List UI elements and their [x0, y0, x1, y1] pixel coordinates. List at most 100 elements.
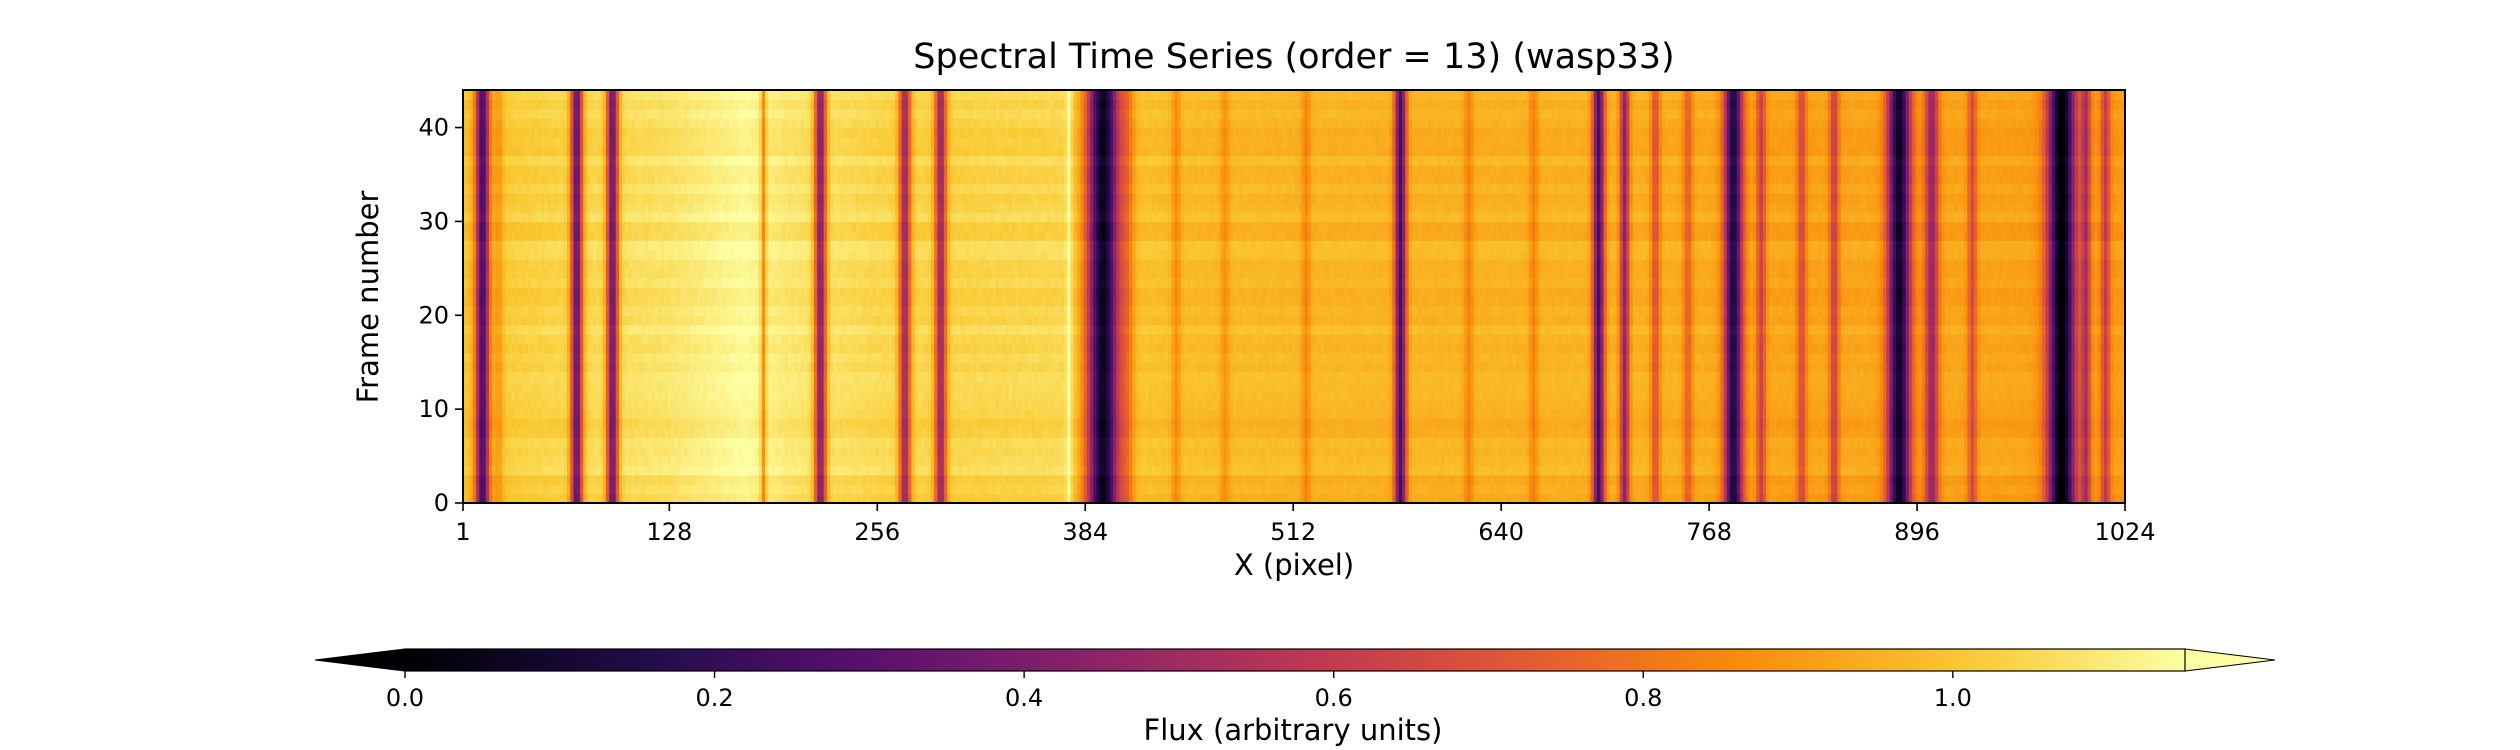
heatmap-cell [508, 484, 513, 495]
heatmap-cell [2006, 446, 2011, 457]
heatmap-cell [1421, 446, 1426, 457]
heatmap-cell [1398, 446, 1403, 457]
heatmap-cell [1674, 484, 1679, 495]
heatmap-cell [670, 446, 675, 457]
heatmap-cell [553, 484, 558, 495]
heatmap-cell [1467, 437, 1471, 448]
heatmap-cell [1343, 456, 1348, 467]
heatmap-cell [1337, 456, 1341, 467]
heatmap-cell [862, 437, 867, 448]
heatmap-cell [1986, 493, 1991, 503]
heatmap-cell [1418, 456, 1423, 467]
heatmap-cell [1161, 474, 1166, 485]
heatmap-cell [921, 446, 925, 457]
heatmap-cell [612, 465, 617, 476]
heatmap-cell [1918, 484, 1923, 495]
heatmap-cell [1795, 493, 1800, 503]
heatmap-cell [1964, 493, 1969, 503]
heatmap-cell [583, 474, 588, 485]
heatmap-cell [1847, 474, 1852, 485]
heatmap-cell [992, 474, 997, 485]
heatmap-cell [1047, 474, 1052, 485]
heatmap-cell [898, 484, 903, 495]
heatmap-cell [1278, 437, 1283, 448]
heatmap-cell [1964, 437, 1969, 448]
heatmap-cell [622, 446, 627, 457]
heatmap-cell [557, 493, 562, 503]
heatmap-cell [644, 465, 649, 476]
heatmap-cell [1041, 437, 1046, 448]
heatmap-cell [1483, 484, 1488, 495]
heatmap-cell [1551, 446, 1556, 457]
heatmap-cell [1525, 456, 1530, 467]
heatmap-cell [1356, 437, 1361, 448]
heatmap-cell [973, 437, 977, 448]
heatmap-cell [1187, 465, 1192, 476]
heatmap-cell [908, 456, 912, 467]
heatmap-cell [849, 437, 854, 448]
heatmap-cell [664, 493, 669, 503]
heatmap-cell [1609, 446, 1614, 457]
heatmap-cell [1054, 437, 1059, 448]
heatmap-cell [846, 474, 851, 485]
heatmap-cell [1541, 437, 1546, 448]
heatmap-cell [1577, 437, 1582, 448]
heatmap-cell [1866, 437, 1871, 448]
heatmap-cell [1691, 456, 1696, 467]
heatmap-cell [1444, 484, 1449, 495]
heatmap-cell [1509, 446, 1514, 457]
heatmap-cell [1151, 456, 1156, 467]
heatmap-cell [1837, 474, 1842, 485]
heatmap-cell [1743, 484, 1748, 495]
heatmap-cell [836, 474, 841, 485]
heatmap-cell [1038, 484, 1042, 495]
heatmap-cell [1726, 465, 1731, 476]
heatmap-cell [2038, 446, 2043, 457]
heatmap-cell [1363, 465, 1367, 476]
heatmap-cell [1275, 484, 1280, 495]
heatmap-cell [914, 456, 919, 467]
heatmap-cell [787, 446, 792, 457]
heatmap-cell [1116, 446, 1120, 457]
heatmap-cell [1259, 465, 1263, 476]
heatmap-cell [2084, 456, 2089, 467]
heatmap-cell [1476, 465, 1481, 476]
heatmap-cell [1827, 465, 1832, 476]
heatmap-cell [2064, 484, 2069, 495]
heatmap-cell [570, 427, 575, 438]
heatmap-cell [1216, 474, 1221, 485]
heatmap-cell [463, 465, 467, 476]
heatmap-cell [771, 465, 776, 476]
heatmap-cell [635, 493, 640, 503]
heatmap-cell [1499, 465, 1504, 476]
heatmap-cell [1184, 446, 1189, 457]
heatmap-cell [1626, 474, 1631, 485]
heatmap-cell [810, 493, 815, 503]
heatmap-cell [843, 493, 848, 503]
heatmap-cell [1915, 493, 1920, 503]
heatmap-cell [1697, 456, 1702, 467]
heatmap-cell [1112, 446, 1117, 457]
heatmap-cell [1762, 493, 1767, 503]
heatmap-cell [1843, 484, 1848, 495]
heatmap-cell [1671, 456, 1676, 467]
heatmap-cell [1454, 484, 1458, 495]
heatmap-cell [498, 474, 503, 485]
heatmap-cell [817, 484, 822, 495]
heatmap-cell [2035, 484, 2040, 495]
heatmap-cell [1730, 456, 1735, 467]
heatmap-cell [878, 465, 883, 476]
heatmap-cell [1229, 465, 1234, 476]
heatmap-plot [463, 90, 2125, 503]
heatmap-cell [765, 493, 770, 503]
heatmap-cell [1359, 456, 1364, 467]
heatmap-cell [2009, 474, 2014, 485]
heatmap-cell [1441, 465, 1445, 476]
heatmap-cell [599, 474, 604, 485]
heatmap-cell [1324, 474, 1328, 485]
heatmap-cell [1275, 465, 1280, 476]
heatmap-cell [1034, 484, 1039, 495]
heatmap-cell [1532, 493, 1536, 503]
heatmap-cell [1132, 456, 1137, 467]
heatmap-cell [527, 465, 532, 476]
